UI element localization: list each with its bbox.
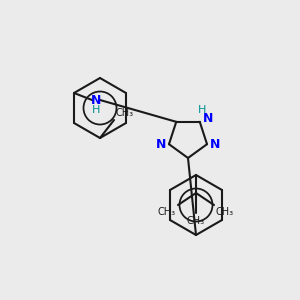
Text: CH₃: CH₃: [187, 216, 205, 226]
Text: N: N: [203, 112, 213, 125]
Text: H: H: [198, 105, 206, 115]
Text: N: N: [210, 138, 220, 151]
Text: N: N: [91, 94, 101, 106]
Text: CH₃: CH₃: [216, 207, 234, 217]
Text: CH₃: CH₃: [115, 108, 133, 118]
Text: CH₃: CH₃: [158, 207, 176, 217]
Text: N: N: [156, 138, 166, 151]
Text: H: H: [92, 105, 100, 115]
